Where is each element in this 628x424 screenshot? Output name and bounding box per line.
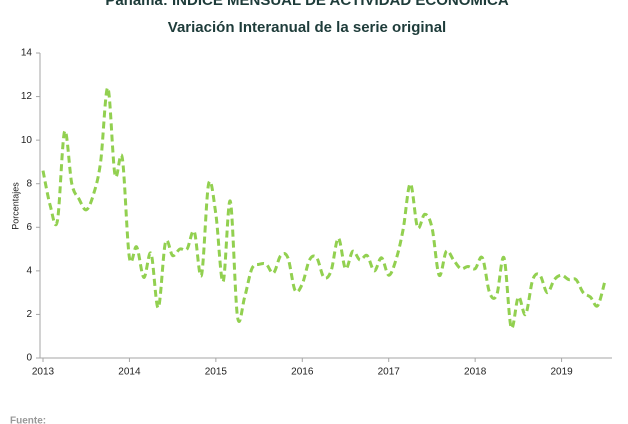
x-tick-label: 2018 [464, 367, 487, 378]
y-tick-label: 8 [26, 178, 32, 189]
y-tick-label: 12 [21, 91, 33, 102]
footer: Fuente: [10, 416, 46, 424]
x-tick-label: 2017 [378, 367, 401, 378]
x-tick-label: 2014 [118, 367, 141, 378]
x-tick-label: 2013 [32, 367, 55, 378]
y-tick-label: 0 [26, 353, 32, 364]
chart-title: Panamá: ÍNDICE MENSUAL DE ACTIVIDAD ECON… [105, 0, 509, 9]
x-tick-label: 2016 [291, 367, 314, 378]
y-tick-label: 10 [21, 135, 33, 146]
y-tick-label: 14 [21, 48, 33, 59]
y-tick-label: 2 [26, 309, 32, 320]
data-line [41, 86, 607, 330]
x-tick-label: 2019 [550, 367, 573, 378]
y-tick-label: 4 [26, 265, 32, 276]
x-tick-label: 2015 [205, 367, 228, 378]
y-tick-label: 6 [26, 222, 32, 233]
chart-subtitle: Variación Interanual de la serie origina… [168, 19, 446, 36]
y-axis-label: Porcentajes [10, 182, 20, 230]
